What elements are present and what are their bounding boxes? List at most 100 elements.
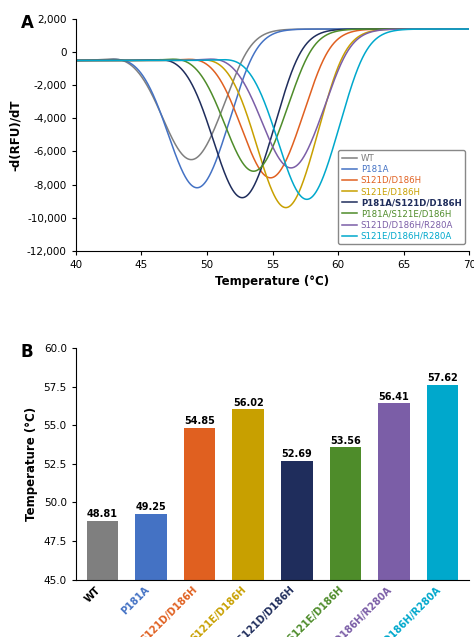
Bar (329, 447, 361, 580)
Line: S121D/D186H/R280A: S121D/D186H/R280A (76, 29, 469, 168)
S121D/D186H (383, 25, 389, 33)
Y-axis label: -d(RFU)/dT: -d(RFU)/dT (9, 99, 21, 171)
P181A (254, 45, 260, 53)
S121E/D186H (254, 141, 260, 149)
X-axis label: Temperature (°C): Temperature (°C) (216, 275, 329, 289)
Text: 48.81: 48.81 (87, 509, 118, 519)
P181A/S121D/D186H (383, 25, 389, 33)
Text: 56.41: 56.41 (379, 392, 410, 401)
S121D/D186H/R280A (254, 106, 260, 113)
Bar (378, 403, 410, 580)
Line: P181A/S121E/D186H: P181A/S121E/D186H (76, 29, 469, 171)
WT (455, 25, 461, 33)
S121E/D186H (455, 25, 461, 33)
S121D/D186H/R280A (93, 57, 99, 64)
Y-axis label: Temperature (°C): Temperature (°C) (25, 407, 38, 521)
WT (383, 25, 389, 33)
WT (73, 57, 79, 64)
P181A/S121D/D186H (239, 194, 245, 201)
Text: 52.69: 52.69 (282, 449, 312, 459)
P181A/S121E/D186H (73, 57, 79, 64)
P181A/S121D/D186H (93, 57, 99, 64)
Line: S121D/D186H: S121D/D186H (76, 29, 469, 178)
WT (264, 29, 270, 37)
Bar (232, 410, 264, 580)
P181A (455, 25, 461, 33)
P181A (383, 25, 389, 33)
S121E/D186H/R280A (466, 25, 472, 33)
Bar (281, 461, 313, 580)
S121E/D186H/R280A (93, 57, 99, 64)
S121E/D186H/R280A (73, 57, 79, 64)
S121E/D186H/R280A (264, 105, 270, 113)
S121D/D186H/R280A (288, 164, 294, 172)
Line: P181A: P181A (76, 29, 469, 188)
Line: S121E/D186H/R280A: S121E/D186H/R280A (76, 29, 469, 199)
P181A (73, 57, 79, 64)
P181A/S121E/D186H (251, 168, 256, 175)
P181A (194, 184, 200, 192)
S121E/D186H/R280A (455, 25, 461, 33)
S121D/D186H (455, 25, 461, 33)
Legend: WT, P181A, S121D/D186H, S121E/D186H, P181A/S121D/D186H, P181A/S121E/D186H, S121D: WT, P181A, S121D/D186H, S121E/D186H, P18… (338, 150, 465, 244)
Text: 53.56: 53.56 (330, 436, 361, 446)
Bar (87, 521, 118, 580)
S121E/D186H (455, 25, 461, 33)
S121E/D186H (383, 25, 389, 33)
S121D/D186H (268, 174, 273, 182)
S121E/D186H (93, 57, 99, 64)
P181A/S121D/D186H (466, 25, 472, 33)
WT (189, 156, 194, 164)
S121D/D186H (73, 57, 79, 64)
P181A/S121E/D186H (455, 25, 461, 33)
S121D/D186H/R280A (455, 25, 461, 33)
Bar (136, 514, 167, 580)
S121E/D186H/R280A (455, 25, 461, 33)
Text: B: B (21, 343, 33, 361)
Text: 56.02: 56.02 (233, 397, 264, 408)
WT (455, 25, 461, 33)
Line: WT: WT (76, 29, 469, 160)
S121E/D186H/R280A (383, 29, 389, 37)
S121D/D186H/R280A (466, 25, 472, 33)
P181A (264, 34, 270, 41)
S121D/D186H/R280A (383, 26, 389, 34)
Text: A: A (21, 15, 34, 32)
P181A/S121D/D186H (73, 57, 79, 64)
P181A/S121D/D186H (264, 147, 270, 154)
S121D/D186H/R280A (73, 57, 79, 64)
Bar (184, 427, 216, 580)
Text: 49.25: 49.25 (136, 502, 166, 512)
Line: S121E/D186H: S121E/D186H (76, 29, 469, 208)
S121E/D186H (264, 174, 270, 182)
S121E/D186H (283, 204, 289, 211)
Line: P181A/S121D/D186H: P181A/S121D/D186H (76, 29, 469, 197)
P181A/S121D/D186H (455, 25, 461, 33)
S121E/D186H/R280A (254, 81, 260, 89)
S121D/D186H (93, 57, 99, 64)
P181A (455, 25, 461, 33)
S121D/D186H (466, 25, 472, 33)
Bar (427, 385, 458, 580)
S121D/D186H (455, 25, 461, 33)
WT (254, 36, 260, 43)
S121D/D186H (254, 161, 260, 168)
P181A (93, 56, 99, 64)
P181A (466, 25, 472, 33)
S121E/D186H (73, 57, 79, 64)
S121D/D186H/R280A (455, 25, 461, 33)
S121D/D186H (264, 173, 270, 181)
WT (93, 56, 99, 64)
P181A/S121E/D186H (466, 25, 472, 33)
P181A/S121E/D186H (455, 25, 461, 33)
S121E/D186H/R280A (304, 196, 310, 203)
P181A/S121E/D186H (383, 25, 389, 33)
P181A/S121E/D186H (93, 57, 99, 64)
WT (466, 25, 472, 33)
P181A/S121E/D186H (254, 167, 260, 175)
Text: 57.62: 57.62 (427, 373, 458, 383)
S121D/D186H/R280A (264, 131, 270, 138)
P181A/S121E/D186H (264, 154, 270, 162)
Text: 54.85: 54.85 (184, 416, 215, 426)
S121E/D186H (466, 25, 472, 33)
